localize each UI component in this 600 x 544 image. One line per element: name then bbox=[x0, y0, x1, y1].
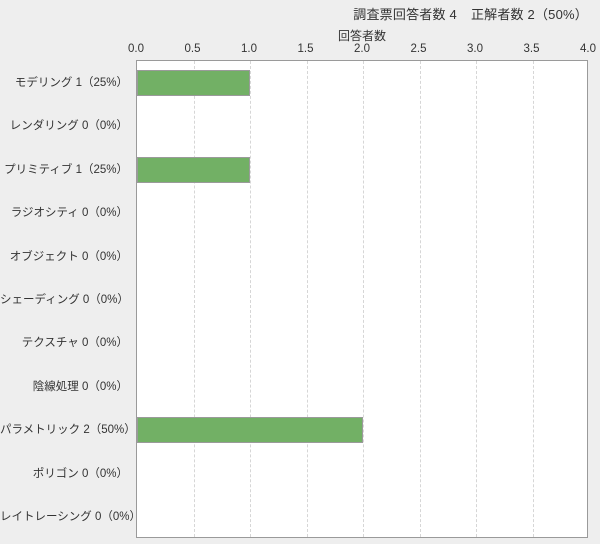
x-tick-label: 0.5 bbox=[184, 43, 201, 55]
x-axis-tick-labels: 0.0 0.5 1.0 1.5 2.0 2.5 3.0 3.5 4.0 bbox=[128, 43, 596, 57]
category-label: ポリゴン 0（0%） bbox=[32, 467, 128, 480]
x-axis-title: 回答者数 bbox=[337, 29, 386, 43]
category-label: パラメトリック 2（50%） bbox=[0, 424, 136, 437]
plot-area bbox=[136, 60, 588, 538]
respondent-count-label: 調査票回答者数 4 bbox=[353, 6, 457, 22]
gridline bbox=[532, 61, 534, 537]
x-tick-label: 3.0 bbox=[467, 43, 483, 55]
category-label: 陰線処理 0（0%） bbox=[32, 380, 128, 393]
gridline bbox=[250, 61, 251, 537]
gridline bbox=[476, 61, 477, 537]
gridline bbox=[419, 61, 421, 537]
x-tick-label: 1.5 bbox=[297, 43, 314, 55]
category-label: モデリング 1（25%） bbox=[14, 76, 128, 89]
x-tick-label: 1.0 bbox=[241, 43, 257, 55]
summary-header: 調査票回答者数 4 正解者数 2（50%） bbox=[0, 0, 600, 26]
category-label: プリミティブ 1（25%） bbox=[4, 163, 128, 176]
bar-series bbox=[137, 61, 587, 537]
category-label: レイトレーシング 0（0%） bbox=[0, 511, 141, 524]
x-tick-label: 2.5 bbox=[410, 43, 427, 55]
x-tick-label: 0.0 bbox=[128, 43, 144, 55]
bar bbox=[137, 156, 250, 183]
bar bbox=[137, 417, 363, 444]
x-tick-label: 2.0 bbox=[354, 43, 370, 55]
correct-count-label: 正解者数 2（50%） bbox=[470, 6, 588, 22]
category-label: シェーディング 0（0%） bbox=[0, 294, 129, 306]
gridline bbox=[363, 61, 364, 537]
x-tick-label: 4.0 bbox=[580, 43, 596, 55]
category-label: オブジェクト 0（0%） bbox=[9, 250, 128, 263]
category-label: レンダリング 0（0%） bbox=[9, 120, 128, 133]
x-tick-label: 3.5 bbox=[523, 43, 540, 55]
gridline bbox=[193, 61, 195, 537]
category-label: ラジオシティ 0（0%） bbox=[10, 207, 128, 220]
gridline bbox=[306, 61, 308, 537]
gridlines bbox=[137, 61, 587, 537]
category-label: テクスチャ 0（0%） bbox=[21, 337, 128, 350]
category-axis-labels: モデリング 1（25%） レンダリング 0（0%） プリミティブ 1（25%） ラジオ… bbox=[0, 0, 141, 544]
bar bbox=[137, 69, 250, 96]
